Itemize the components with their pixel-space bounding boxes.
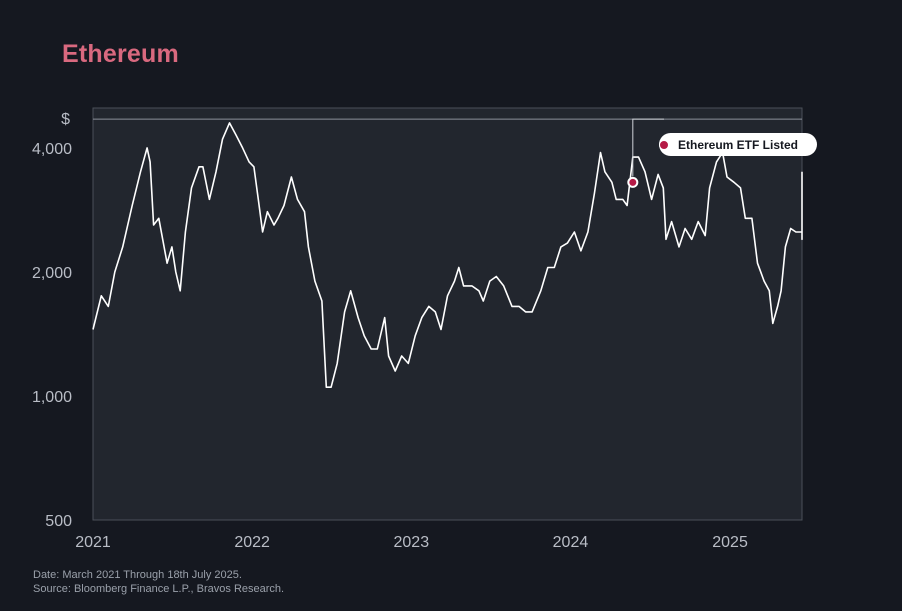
- y-tick-label: 2,000: [32, 265, 72, 282]
- y-tick-label: 500: [45, 513, 72, 530]
- x-tick-label: 2023: [394, 534, 430, 551]
- x-tick-label: 2022: [234, 534, 270, 551]
- footer-date-note: Date: March 2021 Through 18th July 2025.: [33, 569, 242, 581]
- x-tick-label: 2021: [75, 534, 111, 551]
- etf-annotation-label: Ethereum ETF Listed: [659, 133, 817, 156]
- chart-title: Ethereum: [62, 40, 179, 68]
- y-tick-label: 4,000: [32, 141, 72, 158]
- annotation-leader-line: [632, 118, 664, 177]
- x-tick-label: 2025: [712, 534, 748, 551]
- x-tick-label: 2024: [553, 534, 589, 551]
- y-axis-unit: $: [61, 111, 70, 128]
- annotation-point: [627, 176, 639, 188]
- etf-annotation-dot: [659, 140, 669, 150]
- plot-area: [92, 107, 803, 521]
- footer-source-note: Source: Bloomberg Finance L.P., Bravos R…: [33, 583, 285, 595]
- y-tick-label: 1,000: [32, 389, 72, 406]
